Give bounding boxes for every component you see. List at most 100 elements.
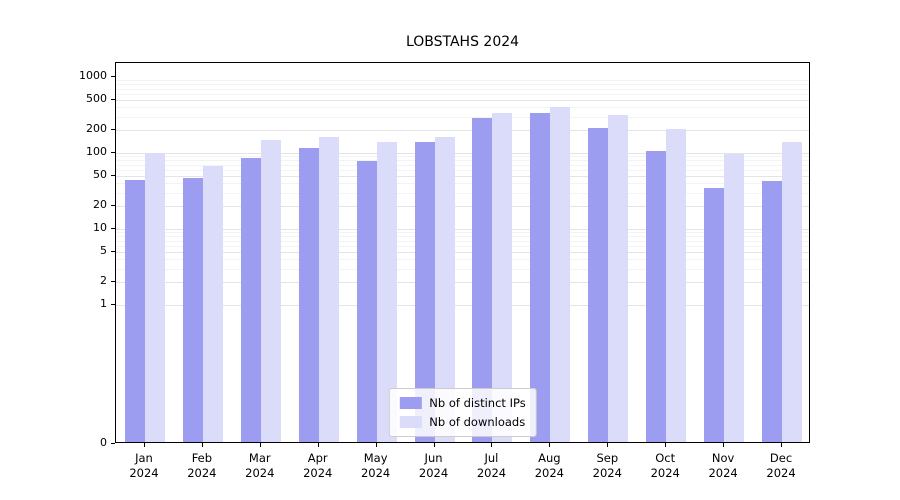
gridline-major: [116, 153, 809, 154]
y-tick-mark: [111, 304, 115, 305]
y-tick-label: 1: [100, 297, 107, 310]
gridline-minor: [116, 232, 809, 234]
bar-downloads-mar: [260, 139, 281, 442]
legend-swatch-ips: [399, 397, 422, 409]
gridline-major: [116, 251, 809, 253]
y-tick-label: 2: [100, 274, 107, 288]
gridline-minor: [116, 164, 809, 166]
plot-area: Nb of distinct IPs Nb of downloads: [115, 62, 810, 443]
y-tick-mark: [111, 98, 115, 100]
bar-distinct-ips-sep: [588, 128, 609, 442]
gridline-major: [116, 206, 809, 208]
x-tick-label: Aug 2024: [534, 451, 565, 480]
legend-item-distinct-ips: Nb of distinct IPs: [399, 396, 526, 410]
gridline-major: [116, 175, 809, 177]
legend-swatch-downloads: [399, 416, 422, 428]
x-tick-label: Jun 2024: [418, 451, 449, 480]
legend-label-distinct-ips: Nb of distinct IPs: [429, 396, 526, 410]
bar-downloads-jul: [492, 112, 513, 442]
gridline-major: [116, 99, 809, 101]
gridline-minor: [116, 160, 809, 162]
bar-downloads-may: [376, 142, 397, 442]
x-tick-mark: [723, 443, 725, 447]
gridline-minor: [116, 93, 809, 95]
bar-downloads-feb: [202, 166, 223, 442]
bar-downloads-dec: [782, 142, 803, 442]
gridline-minor: [116, 107, 809, 109]
y-tick-mark: [111, 129, 115, 131]
x-tick-mark: [201, 443, 203, 447]
bar-downloads-aug: [550, 106, 571, 442]
y-tick-label: 200: [86, 122, 107, 136]
chart-title: LOBSTAHS 2024: [405, 34, 520, 50]
legend-label-downloads: Nb of downloads: [429, 415, 526, 429]
y-tick-label: 10: [93, 221, 107, 234]
x-tick-mark: [781, 443, 783, 447]
gridline-minor: [116, 259, 809, 261]
x-tick-label: Sep 2024: [592, 451, 622, 480]
y-tick-label: 1000: [79, 69, 107, 82]
gridline-minor: [116, 183, 809, 185]
x-tick-label: Oct 2024: [650, 451, 680, 480]
y-tick-label: 100: [86, 145, 107, 158]
bar-distinct-ips-aug: [530, 112, 551, 442]
x-tick-label: Apr 2024: [303, 451, 333, 480]
gridline-minor: [116, 80, 809, 82]
y-tick-label: 5: [100, 243, 107, 257]
bar-downloads-jun: [434, 136, 455, 442]
gridline-major: [116, 305, 809, 306]
gridline-minor: [116, 156, 809, 158]
bar-distinct-ips-jul: [472, 118, 493, 442]
bar-downloads-nov: [724, 153, 745, 442]
x-tick-label: Feb 2024: [187, 451, 217, 480]
x-tick-mark: [607, 443, 609, 447]
y-tick-label: 50: [93, 167, 107, 181]
gridline-minor: [116, 84, 809, 86]
gridline-minor: [116, 169, 809, 171]
x-tick-label: Dec 2024: [766, 451, 796, 480]
gridline-major: [116, 282, 809, 284]
bar-distinct-ips-mar: [240, 158, 261, 442]
gridline-minor: [116, 192, 809, 194]
bar-distinct-ips-apr: [298, 147, 319, 442]
y-tick-mark: [111, 228, 115, 229]
bar-distinct-ips-dec: [762, 181, 783, 442]
y-tick-mark: [111, 443, 115, 444]
gridline-minor: [116, 236, 809, 238]
x-tick-label: Nov 2024: [708, 451, 738, 480]
x-tick-mark: [375, 443, 377, 447]
bar-downloads-jan: [144, 152, 165, 442]
x-tick-label: Jan 2024: [129, 451, 159, 480]
gridline-major: [116, 229, 809, 230]
y-tick-mark: [111, 76, 115, 77]
y-tick-mark: [111, 174, 115, 176]
bar-distinct-ips-nov: [704, 187, 725, 442]
y-tick-mark: [111, 205, 115, 207]
y-tick-label: 0: [100, 436, 107, 449]
x-tick-mark: [259, 443, 261, 447]
legend-item-downloads: Nb of downloads: [399, 415, 525, 429]
gridline-minor: [116, 245, 809, 247]
bar-downloads-sep: [608, 114, 629, 442]
bar-distinct-ips-may: [356, 161, 377, 442]
x-tick-label: Mar 2024: [245, 451, 275, 480]
bar-distinct-ips-oct: [646, 151, 667, 442]
bar-distinct-ips-feb: [182, 178, 203, 442]
y-tick-mark: [111, 250, 115, 252]
y-tick-mark: [111, 281, 115, 283]
x-tick-mark: [491, 443, 493, 447]
gridline-minor: [116, 240, 809, 242]
x-tick-mark: [143, 443, 145, 447]
gridline-minor: [116, 116, 809, 118]
bar-distinct-ips-jun: [414, 142, 435, 442]
bar-downloads-oct: [666, 128, 687, 442]
x-tick-mark: [549, 443, 551, 447]
y-tick-label: 20: [93, 198, 107, 212]
bar-downloads-apr: [318, 136, 339, 442]
x-tick-label: Jul 2024: [476, 451, 507, 480]
x-tick-mark: [665, 443, 667, 447]
x-tick-label: May 2024: [360, 451, 391, 480]
bar-distinct-ips-jan: [124, 179, 145, 442]
legend: Nb of distinct IPs Nb of downloads: [388, 388, 537, 437]
